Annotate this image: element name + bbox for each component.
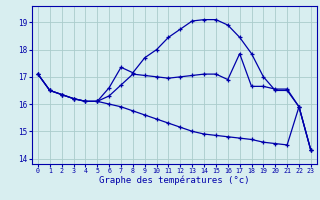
X-axis label: Graphe des températures (°c): Graphe des températures (°c) bbox=[99, 176, 250, 185]
